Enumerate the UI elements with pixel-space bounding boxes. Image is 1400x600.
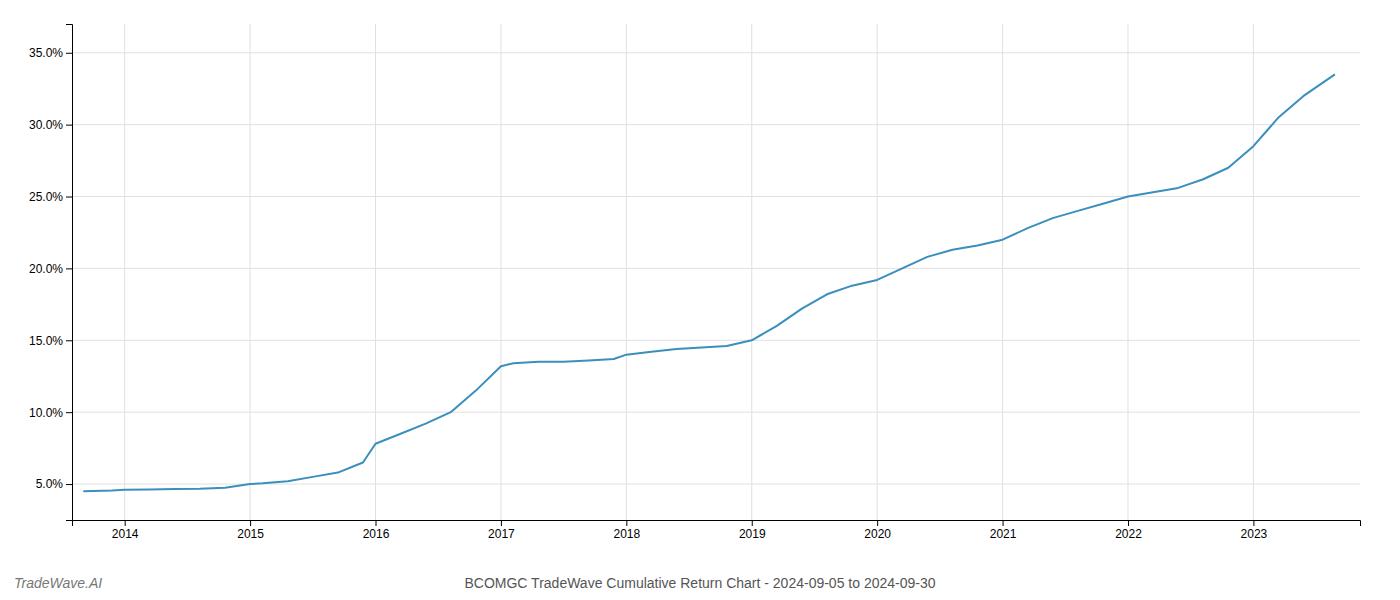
tick-label: 2018	[613, 527, 640, 541]
tick-label: 2021	[990, 527, 1017, 541]
tick-label: 30.0%	[29, 118, 63, 132]
tick-label: 2017	[488, 527, 515, 541]
tick-label: 2020	[864, 527, 891, 541]
tick-mark	[626, 520, 627, 526]
tick-label: 2019	[739, 527, 766, 541]
tick-mark	[1128, 520, 1129, 526]
tick-mark	[66, 340, 72, 341]
grid-line	[500, 24, 501, 520]
series-line	[83, 74, 1335, 491]
y-axis: 5.0% 10.0% 15.0% 20.0% 25.0% 30.0% 35.0%	[29, 25, 73, 521]
tick-label: 2015	[237, 527, 264, 541]
grid-line	[72, 268, 1360, 269]
tick-label: 20.0%	[29, 262, 63, 276]
watermark: TradeWave.AI	[14, 575, 102, 591]
tick-mark	[66, 125, 72, 126]
grid-line	[72, 124, 1360, 125]
tick: 20.0%	[29, 262, 72, 276]
grid-line	[72, 196, 1360, 197]
tick-mark	[66, 484, 72, 485]
tick: 15.0%	[29, 334, 72, 348]
tick-label: 2023	[1241, 527, 1268, 541]
grid-line	[72, 412, 1360, 413]
tick: 2019	[739, 520, 766, 541]
tick-mark	[66, 53, 72, 54]
tick-label: 2022	[1115, 527, 1142, 541]
tick-mark	[125, 520, 126, 526]
tick-label: 2014	[112, 527, 139, 541]
tick-mark	[877, 520, 878, 526]
tick: 2021	[990, 520, 1017, 541]
tick-mark	[501, 520, 502, 526]
tick-mark	[250, 520, 251, 526]
grid-line	[250, 24, 251, 520]
tick-mark	[66, 268, 72, 269]
tick: 2015	[237, 520, 264, 541]
tick-label: 15.0%	[29, 334, 63, 348]
tick: 2017	[488, 520, 515, 541]
tick-mark	[752, 520, 753, 526]
grid-line	[751, 24, 752, 520]
grid-line	[1253, 24, 1254, 520]
tick: 30.0%	[29, 118, 72, 132]
tick-label: 25.0%	[29, 190, 63, 204]
tick-mark	[66, 412, 72, 413]
grid-line	[1127, 24, 1128, 520]
grid-line	[877, 24, 878, 520]
tick: 2016	[363, 520, 390, 541]
tick: 2014	[112, 520, 139, 541]
tick: 10.0%	[29, 406, 72, 420]
tick: 2018	[613, 520, 640, 541]
grid-line	[72, 340, 1360, 341]
chart: 2014 2015 2016 2017 2018 2019 2020 2021 2022 2023…	[0, 0, 1400, 600]
grid-line	[124, 24, 125, 520]
tick: 35.0%	[29, 46, 72, 60]
tick: 25.0%	[29, 190, 72, 204]
tick-label: 2016	[363, 527, 390, 541]
axis-line	[66, 25, 73, 521]
axis-line	[73, 521, 1361, 527]
tick: 2022	[1115, 520, 1142, 541]
grid	[72, 24, 1360, 520]
grid-line	[72, 52, 1360, 53]
tick-label: 35.0%	[29, 46, 63, 60]
tick-label: 5.0%	[36, 477, 64, 491]
x-axis: 2014 2015 2016 2017 2018 2019 2020 2021 2022 2023	[73, 520, 1361, 541]
tick-mark	[376, 520, 377, 526]
tick: 2020	[864, 520, 891, 541]
tick-mark	[66, 197, 72, 198]
tick-mark	[1003, 520, 1004, 526]
grid-line	[626, 24, 627, 520]
title: BCOMGC TradeWave Cumulative Return Chart…	[464, 575, 935, 591]
tick: 5.0%	[36, 477, 72, 491]
plot-area	[83, 74, 1335, 491]
grid-line	[1002, 24, 1003, 520]
tick: 2023	[1241, 520, 1268, 541]
tick-label: 10.0%	[29, 406, 63, 420]
tick-mark	[1253, 520, 1254, 526]
